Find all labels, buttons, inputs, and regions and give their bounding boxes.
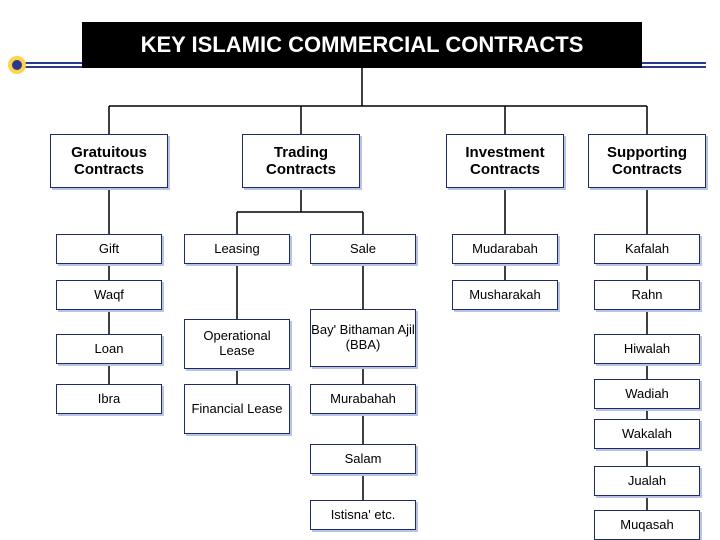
label: Jualah: [628, 474, 666, 489]
label: Gratuitous Contracts: [51, 144, 167, 179]
label: Trading Contracts: [243, 144, 359, 179]
title-box: KEY ISLAMIC COMMERCIAL CONTRACTS: [82, 22, 642, 68]
node-sale: Sale: [310, 234, 416, 264]
node-musharakah: Musharakah: [452, 280, 558, 310]
label: Wakalah: [622, 427, 672, 442]
node-wakalah: Wakalah: [594, 419, 700, 449]
node-salam: Salam: [310, 444, 416, 474]
label: Bay' Bithaman Ajil (BBA): [311, 323, 415, 353]
label: Murabahah: [330, 392, 396, 407]
label: Hiwalah: [624, 342, 670, 357]
label: Kafalah: [625, 242, 669, 257]
label: Gift: [99, 242, 119, 257]
node-rahn: Rahn: [594, 280, 700, 310]
node-istisna: Istisna' etc.: [310, 500, 416, 530]
node-op-lease: Operational Lease: [184, 319, 290, 369]
accent-dot-inner: [12, 60, 22, 70]
node-trading: Trading Contracts: [242, 134, 360, 188]
node-kafalah: Kafalah: [594, 234, 700, 264]
label: Rahn: [631, 288, 662, 303]
slide: KEY ISLAMIC COMMERCIAL CONTRACTS: [0, 0, 720, 540]
label: Supporting Contracts: [589, 144, 705, 179]
node-leasing: Leasing: [184, 234, 290, 264]
node-bba: Bay' Bithaman Ajil (BBA): [310, 309, 416, 367]
node-muqasah: Muqasah: [594, 510, 700, 540]
label: Musharakah: [469, 288, 541, 303]
label: Investment Contracts: [447, 144, 563, 179]
label: Operational Lease: [185, 329, 289, 359]
label: Loan: [95, 342, 124, 357]
node-mudarabah: Mudarabah: [452, 234, 558, 264]
node-hiwalah: Hiwalah: [594, 334, 700, 364]
label: Muqasah: [620, 518, 673, 533]
label: Leasing: [214, 242, 260, 257]
title-text: KEY ISLAMIC COMMERCIAL CONTRACTS: [141, 32, 584, 58]
node-waqf: Waqf: [56, 280, 162, 310]
node-loan: Loan: [56, 334, 162, 364]
node-fin-lease: Financial Lease: [184, 384, 290, 434]
node-wadiah: Wadiah: [594, 379, 700, 409]
label: Salam: [345, 452, 382, 467]
slide-frame: KEY ISLAMIC COMMERCIAL CONTRACTS: [14, 14, 706, 526]
node-supporting: Supporting Contracts: [588, 134, 706, 188]
label: Istisna' etc.: [331, 508, 396, 523]
node-murabahah: Murabahah: [310, 384, 416, 414]
node-investment: Investment Contracts: [446, 134, 564, 188]
node-gift: Gift: [56, 234, 162, 264]
label: Waqf: [94, 288, 124, 303]
node-ibra: Ibra: [56, 384, 162, 414]
label: Sale: [350, 242, 376, 257]
node-gratuitous: Gratuitous Contracts: [50, 134, 168, 188]
node-jualah: Jualah: [594, 466, 700, 496]
label: Financial Lease: [191, 402, 282, 417]
label: Wadiah: [625, 387, 669, 402]
accent-dot: [8, 56, 26, 74]
label: Ibra: [98, 392, 120, 407]
label: Mudarabah: [472, 242, 538, 257]
